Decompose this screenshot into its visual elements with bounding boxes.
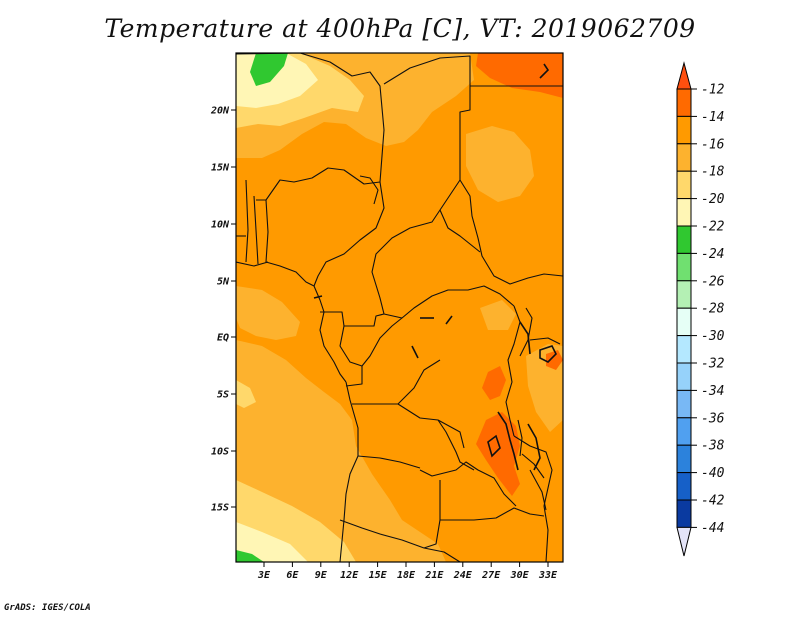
lat-tick-label: 10N — [211, 220, 230, 231]
colorbar-box — [676, 170, 692, 200]
colorbar-box — [676, 198, 692, 227]
colorbar-box — [676, 389, 692, 419]
colorbar-box — [676, 280, 692, 309]
lakes — [313, 63, 557, 471]
lat-tick-label: 15S — [211, 503, 229, 514]
colorbar-box — [676, 417, 692, 446]
colorbar-level-label: -22 — [701, 220, 725, 235]
lon-tick-label: 27E — [481, 570, 501, 581]
longitude-axis: 3E 6E 9E 12E 15E 18E 21E 24E 27E 30E 33E — [257, 562, 558, 581]
colorbar: -12 -14 -16 -18 -20 -22 -24 -26 -28 -30 -32 -34 -36 -… — [676, 61, 725, 557]
lat-tick-label: 15N — [211, 163, 230, 174]
lat-tick-label: 20N — [210, 106, 230, 117]
colorbar-box — [676, 307, 692, 337]
colorbar-top-arrow — [676, 61, 692, 90]
lat-tick-label: EQ — [217, 333, 229, 344]
colorbar-level-label: -16 — [701, 137, 725, 152]
lon-tick-label: 12E — [340, 570, 359, 581]
lon-tick-label: 21E — [424, 570, 444, 581]
colorbar-level-label: -38 — [701, 439, 725, 454]
map-frame — [235, 52, 564, 563]
colorbar-box — [676, 472, 692, 501]
colorbar-box — [676, 88, 692, 117]
grads-credit: GrADS: IGES/COLA — [4, 603, 91, 613]
colorbar-level-label: -30 — [701, 329, 725, 344]
colorbar-box — [676, 499, 692, 528]
colorbar-box — [676, 335, 692, 364]
colorbar-level-label: -18 — [701, 165, 725, 180]
colorbar-box — [676, 225, 692, 254]
lon-tick-label: 9E — [315, 570, 328, 581]
colorbar-level-label: -20 — [701, 192, 725, 207]
colorbar-box — [676, 362, 692, 391]
colorbar-box — [676, 143, 692, 172]
colorbar-level-label: -14 — [701, 110, 724, 125]
lon-tick-label: 30E — [510, 570, 530, 581]
colorbar-level-label: -26 — [701, 274, 725, 289]
lon-tick-label: 33E — [538, 570, 558, 581]
colorbar-level-label: -40 — [701, 466, 725, 481]
lon-tick-label: 24E — [453, 570, 473, 581]
lon-tick-label: 6E — [286, 570, 299, 581]
country-borders — [236, 53, 563, 562]
colorbar-level-label: -24 — [701, 247, 724, 262]
map-title: Temperature at 400hPa [C], VT: 201906270… — [104, 14, 696, 43]
colorbar-level-label: -28 — [701, 302, 725, 317]
colorbar-box — [676, 252, 692, 282]
lon-tick-label: 18E — [397, 570, 416, 581]
latitude-axis: 20N 15N 10N 5N EQ 5S 10S 15S — [210, 106, 236, 514]
colorbar-box — [676, 444, 692, 474]
colorbar-level-label: -42 — [701, 494, 725, 509]
lon-tick-label: 15E — [369, 570, 388, 581]
colorbar-level-label: -12 — [701, 83, 725, 98]
colorbar-level-label: -44 — [701, 521, 724, 536]
colorbar-level-label: -34 — [701, 384, 724, 399]
lat-tick-label: 10S — [211, 447, 229, 458]
colorbar-level-label: -36 — [701, 411, 725, 426]
colorbar-bottom-arrow — [676, 526, 692, 557]
lat-tick-label: 5N — [217, 277, 230, 288]
lon-tick-label: 3E — [257, 570, 271, 581]
colorbar-level-label: -32 — [701, 357, 725, 372]
lat-tick-label: 5S — [217, 390, 229, 401]
colorbar-box — [676, 115, 692, 145]
temperature-field — [236, 53, 563, 562]
